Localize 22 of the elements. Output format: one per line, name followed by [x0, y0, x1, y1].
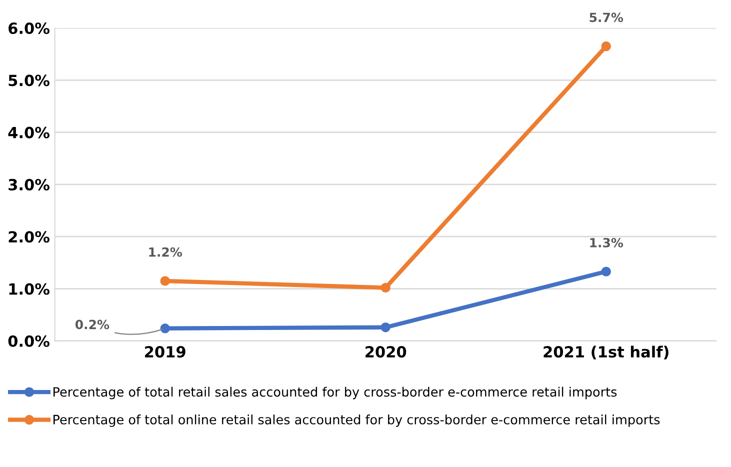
- y-tick-label: 3.0%: [8, 178, 50, 190]
- point: [160, 324, 170, 334]
- x-tick-label: 2021 (1st half): [544, 346, 668, 360]
- y-tick-label: 6.0%: [8, 22, 50, 34]
- point: [601, 266, 611, 276]
- data-label: 1.3%: [590, 238, 624, 248]
- point: [380, 322, 390, 332]
- legend-label: Percentage of total online retail sales accounted for by cross-border e-commerce retail imports: [54, 414, 660, 427]
- y-tick-label: 4.0%: [8, 126, 50, 138]
- x-tick-label: 2020: [366, 346, 406, 358]
- y-tick-label: 1.0%: [9, 283, 50, 295]
- data-label: 0.2%: [75, 320, 110, 330]
- point: [601, 41, 611, 52]
- x-tick-label: 2019: [145, 346, 186, 358]
- point: [160, 276, 170, 286]
- y-tick-label: 2.0%: [8, 231, 50, 243]
- legend-label: Percentage of total retail sales accounted for by cross-border e-commerce retail imports: [54, 386, 617, 400]
- point: [380, 282, 390, 293]
- data-label: 5.7%: [590, 12, 624, 22]
- data-label: 1.2%: [149, 247, 182, 257]
- y-tick-label: 0.0%: [8, 335, 50, 347]
- y-tick-label: 5.0%: [8, 74, 50, 86]
